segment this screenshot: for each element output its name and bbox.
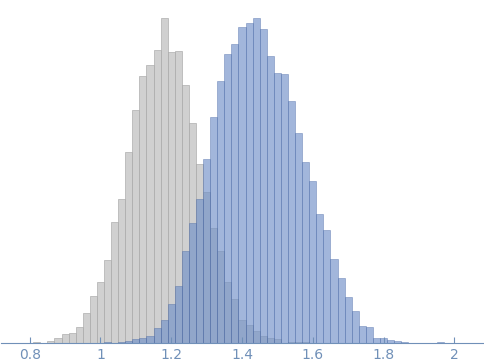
Bar — [317, 214, 323, 343]
Bar — [69, 333, 76, 343]
Bar — [161, 18, 167, 343]
Bar — [302, 342, 309, 343]
Bar — [267, 338, 274, 343]
Bar — [139, 76, 147, 343]
Bar — [33, 342, 40, 343]
Bar — [260, 336, 267, 343]
Bar — [345, 297, 352, 343]
Bar — [217, 81, 224, 343]
Bar — [224, 54, 231, 343]
Bar — [224, 282, 231, 343]
Bar — [210, 117, 217, 343]
Bar — [203, 192, 210, 343]
Bar — [147, 336, 153, 343]
Bar — [373, 338, 380, 343]
Bar — [288, 101, 295, 343]
Bar — [253, 18, 260, 343]
Bar — [125, 341, 132, 343]
Bar — [118, 199, 125, 343]
Bar — [125, 152, 132, 343]
Bar — [231, 44, 239, 343]
Bar — [47, 341, 55, 343]
Bar — [267, 56, 274, 343]
Bar — [309, 181, 317, 343]
Bar — [295, 342, 302, 343]
Bar — [111, 223, 118, 343]
Bar — [210, 228, 217, 343]
Bar — [182, 250, 189, 343]
Bar — [359, 326, 366, 343]
Bar — [196, 199, 203, 343]
Bar — [394, 341, 401, 343]
Bar — [153, 328, 161, 343]
Bar — [366, 327, 373, 343]
Bar — [104, 260, 111, 343]
Bar — [302, 162, 309, 343]
Bar — [61, 334, 69, 343]
Bar — [167, 52, 175, 343]
Bar — [217, 251, 224, 343]
Bar — [239, 27, 245, 343]
Bar — [182, 85, 189, 343]
Bar — [132, 339, 139, 343]
Bar — [161, 320, 167, 343]
Bar — [295, 133, 302, 343]
Bar — [239, 320, 245, 343]
Bar — [118, 342, 125, 343]
Bar — [281, 74, 288, 343]
Bar — [245, 23, 253, 343]
Bar — [274, 73, 281, 343]
Bar — [139, 338, 147, 343]
Bar — [323, 231, 331, 343]
Bar — [337, 278, 345, 343]
Bar — [231, 299, 239, 343]
Bar — [189, 223, 196, 343]
Bar — [245, 325, 253, 343]
Bar — [76, 327, 83, 343]
Bar — [387, 340, 394, 343]
Bar — [147, 65, 153, 343]
Bar — [175, 286, 182, 343]
Bar — [167, 305, 175, 343]
Bar — [97, 282, 104, 343]
Bar — [437, 342, 444, 343]
Bar — [401, 342, 408, 343]
Bar — [288, 342, 295, 343]
Bar — [104, 342, 111, 343]
Bar — [83, 313, 90, 343]
Bar — [132, 110, 139, 343]
Bar — [352, 311, 359, 343]
Bar — [253, 331, 260, 343]
Bar — [380, 338, 387, 343]
Bar — [175, 51, 182, 343]
Bar — [90, 296, 97, 343]
Bar — [260, 29, 267, 343]
Bar — [153, 50, 161, 343]
Bar — [331, 260, 337, 343]
Bar — [196, 164, 203, 343]
Bar — [189, 123, 196, 343]
Bar — [203, 159, 210, 343]
Bar — [274, 339, 281, 343]
Bar — [55, 338, 61, 343]
